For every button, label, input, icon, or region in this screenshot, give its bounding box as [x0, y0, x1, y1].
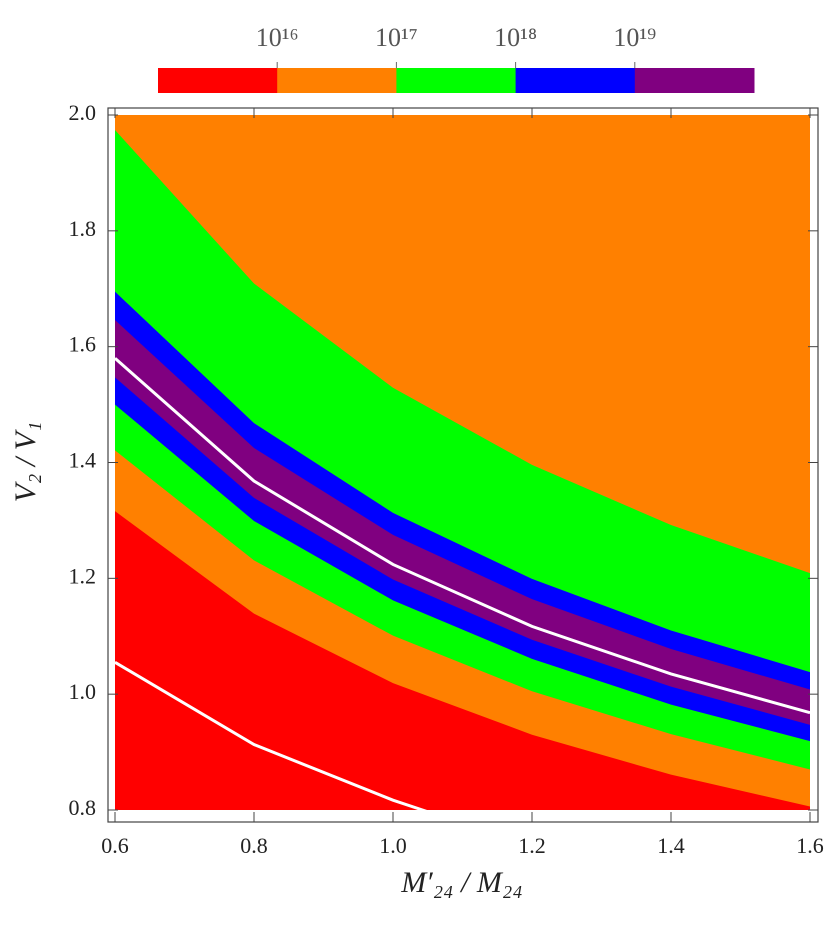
y-tick-label: 0.8 [69, 795, 97, 820]
y-tick-label: 1.8 [69, 216, 97, 241]
x-tick-label: 0.8 [240, 833, 268, 858]
y-tick-label: 1.4 [69, 448, 97, 473]
x-tick-label: 1.2 [518, 833, 546, 858]
y-tick-label: 1.2 [69, 563, 97, 588]
plot-frame [107, 107, 819, 823]
colorbar-tick-label: 10¹⁹ [613, 23, 656, 52]
x-tick-label: 1.0 [379, 833, 407, 858]
contour-line [114, 357, 811, 715]
y-axis-label: V₂ / V₁ [9, 422, 42, 503]
colorbar-segment [396, 68, 517, 93]
colorbar-segment [634, 68, 755, 93]
contour-line [114, 661, 429, 814]
colorbar-tick-label: 10¹⁶ [256, 23, 299, 52]
y-tick-label: 1.0 [69, 679, 97, 704]
colorbar-segment [277, 68, 397, 93]
colorbar-tick-label: 10¹⁸ [494, 23, 537, 52]
y-tick-label: 1.6 [69, 332, 97, 357]
x-axis-label: M′₂₄ / M₂₄ [400, 866, 523, 899]
colorbar-tick-label: 10¹⁷ [375, 23, 418, 52]
contour-region [115, 511, 810, 810]
x-tick-label: 0.6 [101, 833, 129, 858]
colorbar-segment [515, 68, 636, 93]
colorbar-segment [158, 68, 278, 93]
x-tick-label: 1.4 [657, 833, 685, 858]
x-tick-label: 1.6 [796, 833, 824, 858]
y-tick-label: 2.0 [69, 100, 97, 125]
